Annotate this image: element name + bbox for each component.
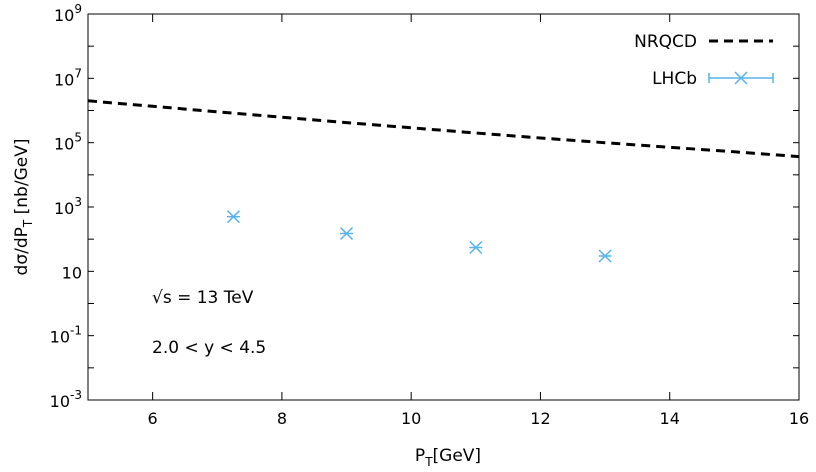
- nrqcd-curve: [87, 99, 800, 159]
- annotation-energy: √s = 13 TeV: [152, 288, 254, 308]
- y-tick-label: 10-1: [50, 324, 82, 347]
- series-layer: [87, 99, 800, 263]
- y-tick-label: 10: [62, 263, 82, 282]
- lhcb-point: [340, 226, 354, 241]
- x-axis-label: PT[GeV]: [415, 446, 481, 469]
- y-tick-label: 103: [54, 195, 82, 218]
- legend-label-nrqcd: NRQCD: [634, 32, 697, 52]
- x-axis-label-base: P: [415, 446, 425, 466]
- legend-swatch-lhcb: [708, 71, 774, 85]
- x-axis-ticks: 6 8 10 12 14 16: [148, 14, 809, 428]
- legend-label-lhcb: LHCb: [652, 69, 697, 89]
- y-axis-label-unit: [nb/GeV]: [12, 139, 32, 220]
- annotation-rapidity: 2.0 < y < 4.5: [152, 338, 266, 358]
- y-axis-ticks: 109 107 105 103 10 10-1 10-3: [50, 2, 799, 411]
- x-tick-label: 10: [401, 409, 421, 428]
- x-tick-label: 14: [660, 409, 680, 428]
- y-tick-label: 105: [54, 131, 82, 154]
- lhcb-point: [469, 240, 483, 255]
- x-axis-label-unit: [GeV]: [433, 446, 482, 466]
- y-tick-label: 107: [54, 66, 82, 89]
- lhcb-point: [598, 249, 612, 263]
- x-axis-label-subscript: T: [424, 455, 433, 469]
- x-tick-label: 16: [789, 409, 809, 428]
- y-axis-label: dσ/dPT [nb/GeV]: [12, 139, 35, 276]
- lhcb-point: [226, 210, 240, 224]
- x-tick-label: 12: [530, 409, 550, 428]
- y-tick-label: 10-3: [50, 388, 82, 411]
- legend: NRQCD LHCb: [634, 32, 774, 89]
- y-axis-label-main: dσ/dP: [12, 227, 32, 275]
- y-axis-label-subscript: T: [21, 219, 35, 228]
- y-tick-label: 109: [54, 2, 82, 25]
- x-tick-label: 8: [277, 409, 287, 428]
- x-tick-label: 6: [148, 409, 158, 428]
